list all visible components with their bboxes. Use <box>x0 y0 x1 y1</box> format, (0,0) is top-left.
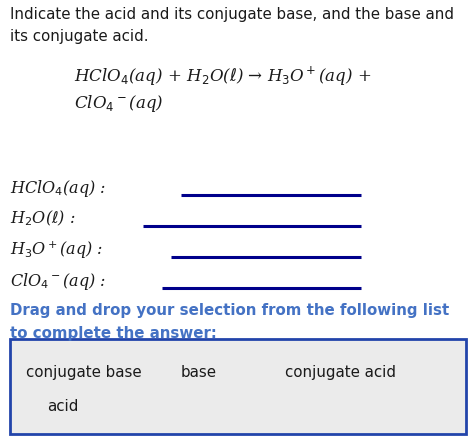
Text: acid: acid <box>48 399 79 414</box>
Text: Indicate the acid and its conjugate base, and the base and: Indicate the acid and its conjugate base… <box>10 7 454 22</box>
Text: its conjugate acid.: its conjugate acid. <box>10 29 148 44</box>
Text: to complete the answer:: to complete the answer: <box>10 326 216 341</box>
Text: HClO$_4$(aq) + H$_2$O($\ell$) → H$_3$O$^+$(aq) +: HClO$_4$(aq) + H$_2$O($\ell$) → H$_3$O$^… <box>74 64 371 88</box>
Text: HClO$_4$(aq) :: HClO$_4$(aq) : <box>10 178 105 199</box>
Text: base: base <box>180 365 217 381</box>
Text: H$_3$O$^+$(aq) :: H$_3$O$^+$(aq) : <box>10 240 103 261</box>
Text: ClO$_4$$^-$(aq) :: ClO$_4$$^-$(aq) : <box>10 271 106 292</box>
Text: conjugate acid: conjugate acid <box>285 365 396 381</box>
Text: Drag and drop your selection from the following list: Drag and drop your selection from the fo… <box>10 303 449 319</box>
Text: conjugate base: conjugate base <box>26 365 142 381</box>
Text: ClO$_4$$^-$(aq): ClO$_4$$^-$(aq) <box>74 93 163 114</box>
FancyBboxPatch shape <box>10 339 466 434</box>
Text: H$_2$O($\ell$) :: H$_2$O($\ell$) : <box>10 209 75 229</box>
